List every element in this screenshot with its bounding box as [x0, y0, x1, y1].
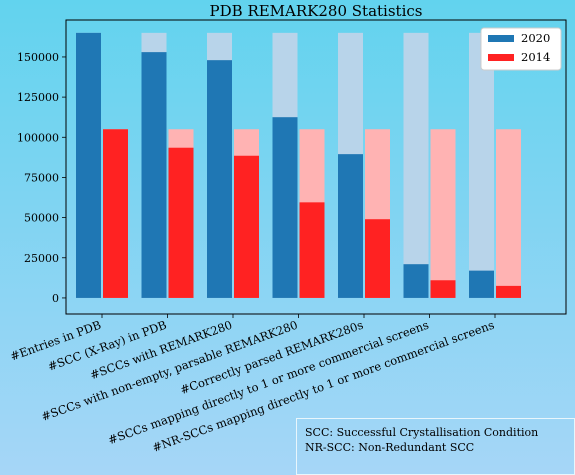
plot-frame	[65, 19, 567, 315]
y-tick-label: 100000	[17, 131, 59, 144]
bar-2014	[430, 280, 456, 298]
y-tick-label: 75000	[24, 171, 59, 184]
chart-title: PDB REMARK280 Statistics	[210, 2, 423, 20]
note-nr-scc: NR-SCC: Non-Redundant SCC	[305, 441, 475, 454]
bar-2020	[141, 52, 167, 298]
note-scc: SCC: Successful Crystallisation Conditio…	[305, 426, 539, 439]
y-tick-label: 50000	[24, 212, 59, 225]
bar-2020-total	[469, 32, 494, 298]
bar-2020-total	[403, 32, 429, 298]
notes-box: SCC: Successful Crystallisation Conditio…	[296, 418, 575, 475]
y-tick-label: 25000	[24, 252, 59, 265]
legend-label-2020: 2020	[521, 31, 550, 45]
legend-swatch-2014	[488, 54, 514, 61]
bar-2020	[469, 270, 494, 298]
y-tick-label: 125000	[17, 91, 59, 104]
bar-2014	[365, 219, 390, 298]
bar-2020	[403, 264, 429, 298]
legend-label-2014: 2014	[521, 50, 550, 64]
bar-2014	[168, 147, 194, 298]
bar-2020	[272, 117, 298, 298]
bar-2020	[338, 154, 363, 298]
bar-2014	[299, 202, 325, 298]
bar-2020	[76, 32, 101, 298]
bar-2014-total	[496, 129, 521, 298]
y-tick-label: 0	[52, 292, 59, 305]
bar-2020	[207, 60, 232, 298]
bar-2014-total	[430, 129, 456, 298]
bar-2014	[234, 155, 259, 298]
bar-2014	[103, 129, 128, 298]
bar-2014	[496, 285, 521, 298]
legend-swatch-2020	[488, 35, 514, 42]
y-tick-label: 150000	[17, 51, 59, 64]
